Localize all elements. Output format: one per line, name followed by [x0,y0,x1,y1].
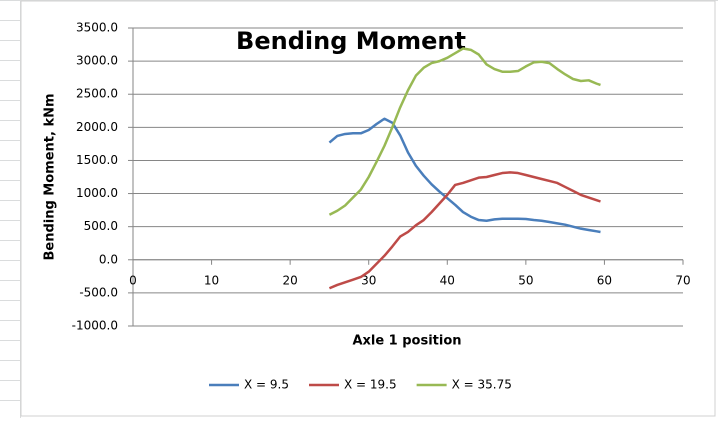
legend-label: X = 35.75 [452,378,512,392]
legend-label: X = 19.5 [344,378,397,392]
y-tick-label: -500.0 [79,285,118,299]
y-tick-label: 3500.0 [76,21,118,35]
x-tick-label: 40 [440,273,455,287]
chart-title: Bending Moment [236,27,466,55]
x-tick-label: 50 [518,273,533,287]
series-line [328,47,601,216]
x-tick-label: 30 [361,273,376,287]
x-tick-label: 0 [129,273,137,287]
y-tick-label: 3000.0 [76,54,118,68]
y-tick-label: 2500.0 [76,87,118,101]
series-line [328,117,601,234]
y-tick-label: -1000.0 [72,319,118,333]
chart-area [20,0,716,417]
series-line [328,171,601,290]
y-tick-label: 2000.0 [76,120,118,134]
y-tick-label: 500.0 [84,219,118,233]
x-tick-label: 70 [675,273,690,287]
legend-label: X = 9.5 [244,378,289,392]
x-tick-label: 60 [597,273,612,287]
x-tick-label: 10 [204,273,219,287]
y-tick-label: 0.0 [99,252,118,266]
y-tick-label: 1500.0 [76,153,118,167]
y-axis-title: Bending Moment, kNm [43,93,58,260]
y-tick-label: 1000.0 [76,186,118,200]
x-axis-title: Axle 1 position [352,334,461,349]
x-tick-label: 20 [283,273,298,287]
